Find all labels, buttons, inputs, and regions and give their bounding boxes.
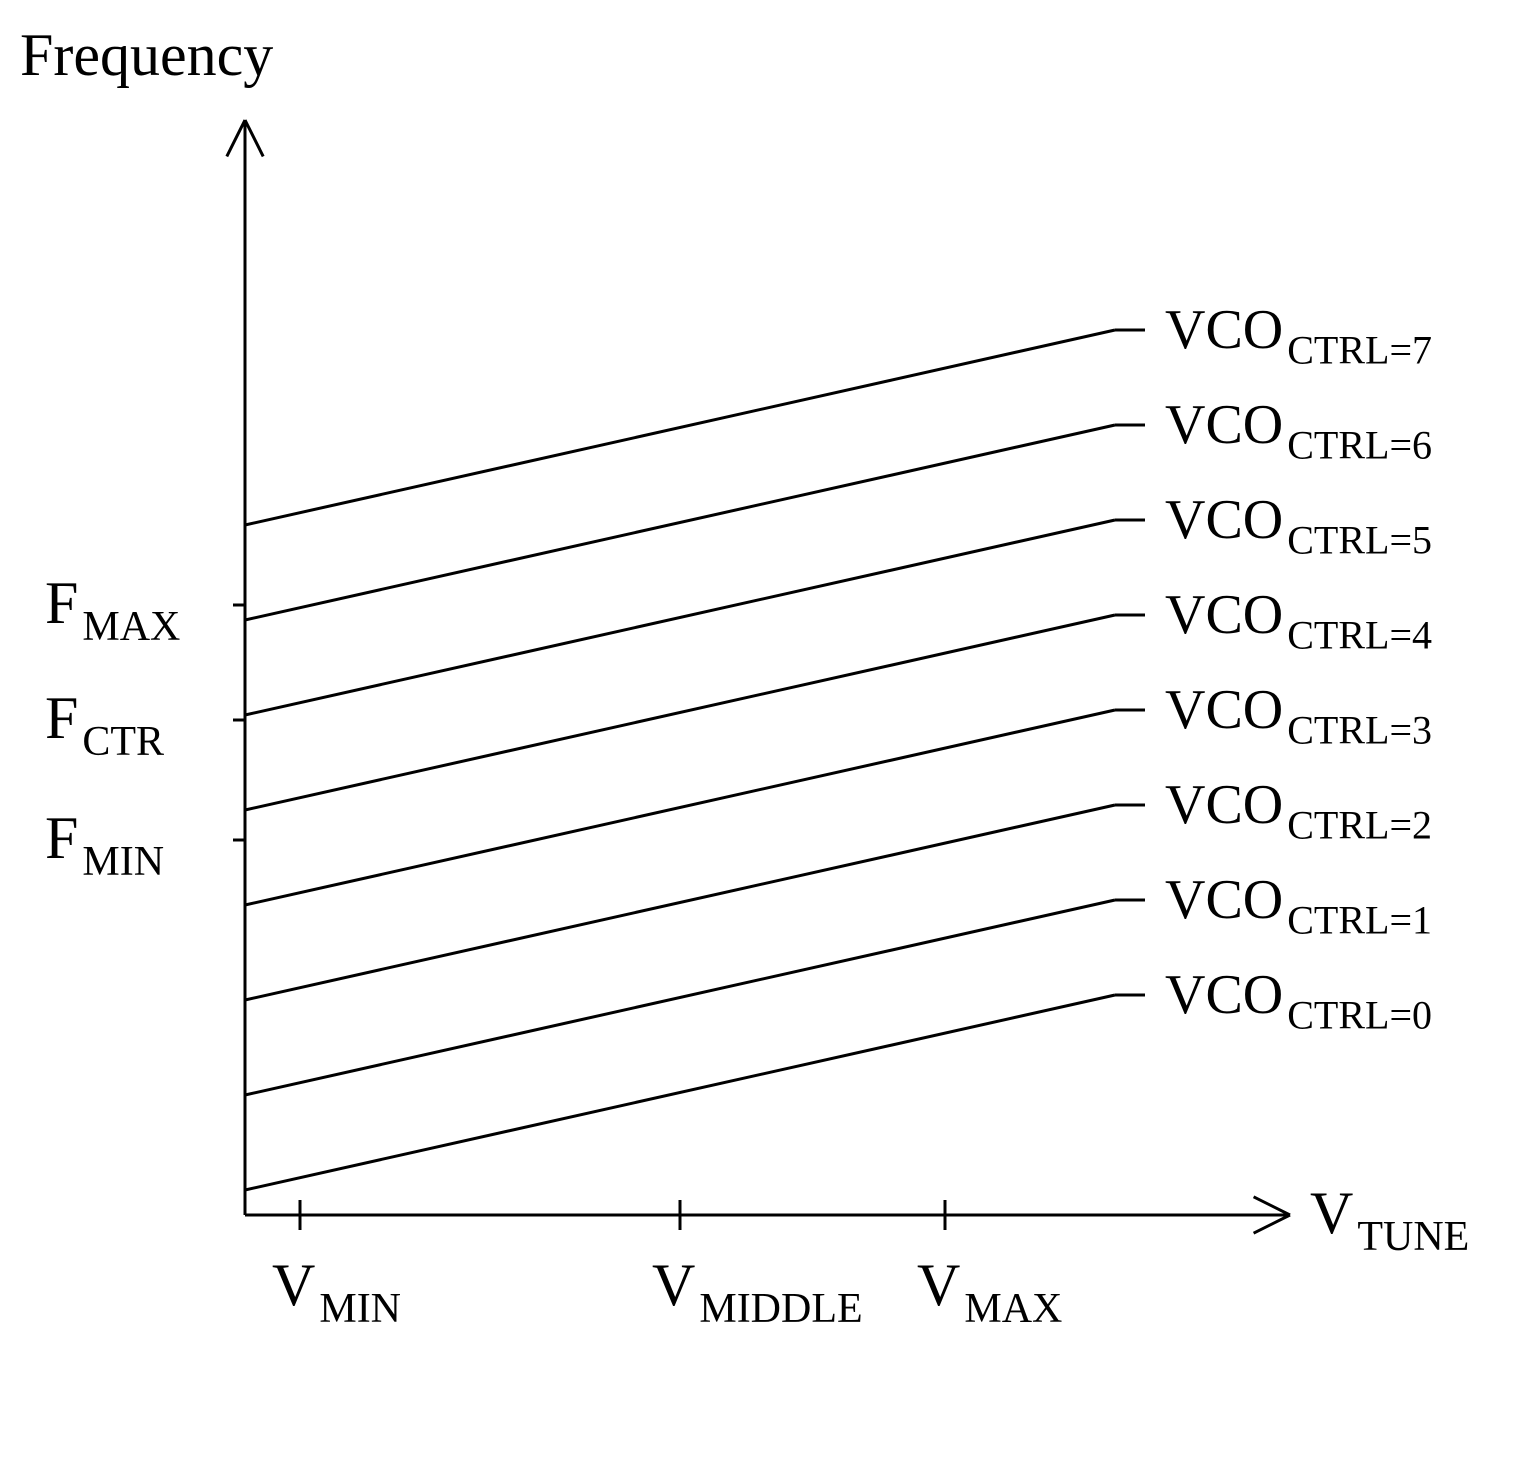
vco-curve-4 <box>245 615 1115 810</box>
vco-curve-label-5: VCOCTRL=5 <box>1165 489 1432 563</box>
vco-curve-7 <box>245 330 1115 525</box>
svg-text:FCTR: FCTR <box>45 685 164 765</box>
vco-curve-label-2: VCOCTRL=2 <box>1165 774 1432 848</box>
vco-curve-6 <box>245 425 1115 620</box>
vco-curve-1 <box>245 900 1115 1095</box>
svg-text:FMAX: FMAX <box>45 570 180 650</box>
x-axis-title: VTUNE <box>1310 1180 1469 1260</box>
svg-text:VMAX: VMAX <box>917 1252 1062 1332</box>
svg-text:FMIN: FMIN <box>45 805 164 885</box>
vco-curve-label-6: VCOCTRL=6 <box>1165 394 1432 468</box>
vco-curve-label-0: VCOCTRL=0 <box>1165 964 1432 1038</box>
svg-text:VMIN: VMIN <box>272 1252 401 1332</box>
vco-curve-label-3: VCOCTRL=3 <box>1165 679 1432 753</box>
vco-curve-5 <box>245 520 1115 715</box>
vco-curve-label-1: VCOCTRL=1 <box>1165 869 1432 943</box>
vco-curve-2 <box>245 805 1115 1000</box>
vco-curve-label-7: VCOCTRL=7 <box>1165 299 1432 373</box>
vco-curve-label-4: VCOCTRL=4 <box>1165 584 1432 658</box>
y-axis-title: Frequency <box>20 22 273 88</box>
vco-curve-3 <box>245 710 1115 905</box>
svg-text:VMIDDLE: VMIDDLE <box>652 1252 863 1332</box>
vco-tuning-diagram: Frequency FMAX FCTR FMIN VTUNE VMIN VMIDDLE VMA… <box>0 0 1537 1469</box>
vco-curve-0 <box>245 995 1115 1190</box>
